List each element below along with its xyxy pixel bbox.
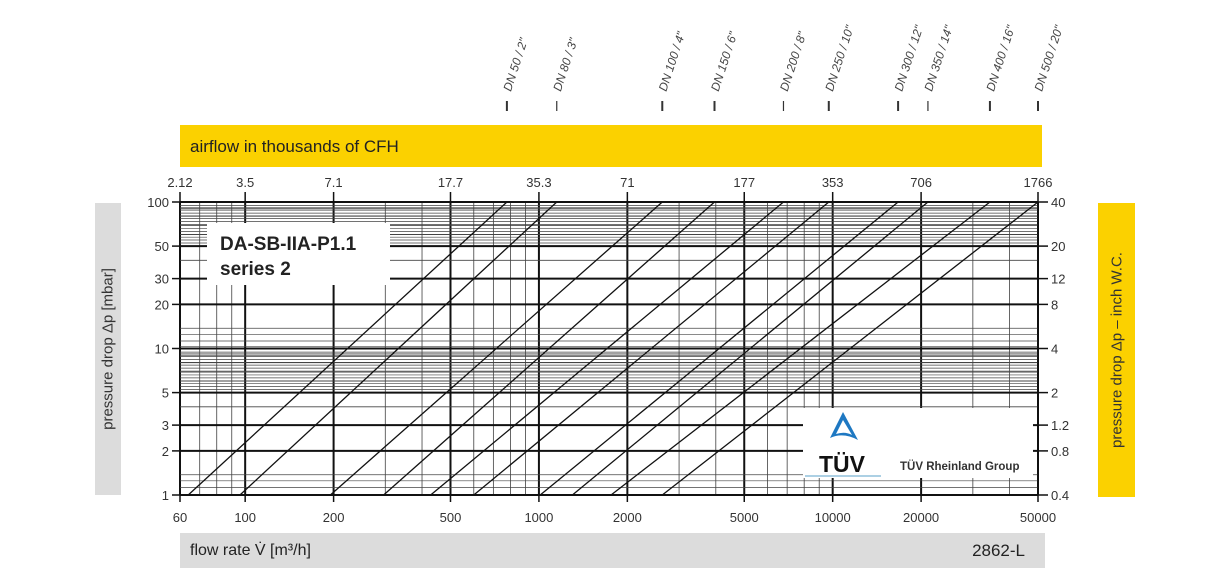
x-tick-label: 20000 [903,510,939,525]
x-tick-label: 200 [323,510,345,525]
x-tick-label: 2000 [613,510,642,525]
dn-label: DN 300 / 12" [892,23,927,93]
x2-tick-label: 7.1 [325,175,343,190]
x-axis-title: flow rate V̇ [m³/h] [190,542,311,559]
dn-label: DN 500 / 20" [1032,23,1067,93]
y2-axis-title-bar: pressure drop Δp – inch W.C. [1098,203,1135,497]
dn-label: DN 100 / 4" [656,29,689,93]
x2-tick-label: 3.5 [236,175,254,190]
y2-tick-label: 12 [1051,272,1065,287]
y-tick-label: 50 [155,239,169,254]
y-tick-label: 10 [155,342,169,357]
x2-tick-label: 17.7 [438,175,463,190]
dn-label: DN 50 / 2" [500,36,531,93]
series-line-5 [430,201,784,496]
dn-label: DN 350 / 14" [921,23,956,93]
y-tick-label: 1 [162,488,169,503]
series-lines [187,201,1039,496]
y-tick-label: 5 [162,386,169,401]
x-tick-label: 10000 [815,510,851,525]
series-line-6 [473,201,830,496]
tuv-mark: TÜV [819,451,866,477]
x2-tick-label: 706 [910,175,932,190]
y2-tick-label: 0.4 [1051,488,1069,503]
tuv-triangle-icon [830,412,858,440]
x2-tick-label: 35.3 [526,175,551,190]
x-tick-label: 500 [440,510,462,525]
dn-label: DN 80 / 3" [550,36,581,93]
title-box [207,223,390,285]
x-tick-label: 1000 [524,510,553,525]
y2-tick-label: 4 [1051,342,1058,357]
y-tick-label: 30 [155,272,169,287]
series-line-7 [539,201,899,496]
series-line-1 [187,201,508,496]
series-line-4 [383,201,715,496]
chart-code: 2862-L [972,541,1025,560]
tuv-group-text: TÜV Rheinland Group [900,460,1019,473]
y-tick-label: 20 [155,297,169,312]
x-axis-title-bar: flow rate V̇ [m³/h] 2862-L [180,533,1045,568]
dn-label: DN 400 / 16" [983,23,1018,93]
y2-tick-label: 8 [1051,297,1058,312]
x2-tick-label: 1766 [1024,175,1053,190]
tuv-logo: TÜV TÜV Rheinland Group [803,408,1033,478]
y-tick-label: 100 [147,195,169,210]
series-line-9 [610,201,991,496]
dn-label: DN 250 / 10" [822,23,857,93]
x-tick-label: 50000 [1020,510,1056,525]
x2-tick-label: 2.12 [167,175,192,190]
series-line-10 [661,201,1039,496]
x-tick-label: 60 [173,510,187,525]
x2-tick-label: 177 [733,175,755,190]
x2-tick-label: 71 [620,175,634,190]
chart-title: DA-SB-IIA-P1.1 [220,234,357,255]
y2-tick-label: 20 [1051,239,1065,254]
series-line-8 [571,201,929,496]
y2-tick-label: 40 [1051,195,1065,210]
x-tick-label: 5000 [730,510,759,525]
y2-tick-label: 2 [1051,386,1058,401]
y-tick-label: 3 [162,418,169,433]
top-axis-title: airflow in thousands of CFH [190,137,399,156]
dn-label: DN 150 / 6" [708,29,741,93]
dn-label: DN 200 / 8" [777,29,810,93]
y-axis-title-bar: pressure drop Δp [mbar] [95,203,121,495]
chart-subtitle: series 2 [220,259,291,280]
top-axis-title-bar: airflow in thousands of CFH [180,125,1042,167]
x2-tick-label: 353 [822,175,844,190]
series-line-3 [329,201,663,496]
y2-tick-label: 1.2 [1051,418,1069,433]
series-line-2 [239,201,558,496]
y-tick-label: 2 [162,444,169,459]
x-tick-label: 100 [234,510,256,525]
y2-tick-label: 0.8 [1051,444,1069,459]
